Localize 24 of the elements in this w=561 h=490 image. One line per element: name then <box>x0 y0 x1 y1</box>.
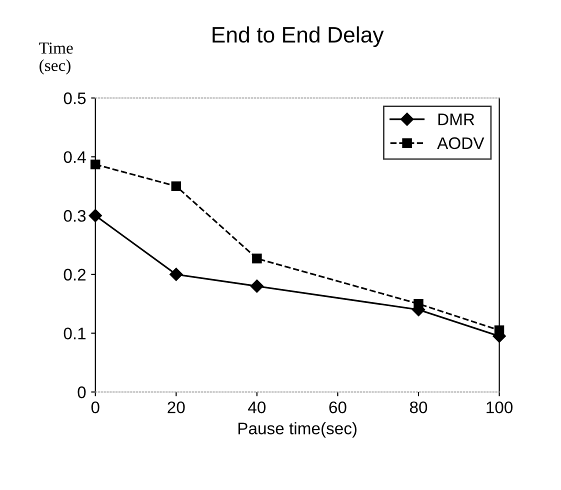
y-tick-label: 0.5 <box>64 92 86 104</box>
x-tick-label: 40 <box>248 401 266 414</box>
x-tick-label: 80 <box>410 401 428 414</box>
legend-label: DMR <box>438 114 474 126</box>
point <box>170 268 183 281</box>
y-tick-label: 0.1 <box>64 328 86 340</box>
point <box>250 280 264 293</box>
y-tick-label: 0.4 <box>64 151 86 164</box>
y-tick-label: 0.2 <box>64 268 86 281</box>
legend-label: AODV <box>437 137 484 150</box>
point <box>90 160 100 170</box>
y-tick-label: 0.3 <box>64 210 86 222</box>
x-tick-label: 20 <box>168 401 185 414</box>
x-tick-label: 100 <box>486 401 513 414</box>
y-tick-label: 0 <box>78 386 86 398</box>
x-tick-label: 0 <box>91 401 100 414</box>
point <box>252 254 262 264</box>
y-axis-title: Time (sec) <box>39 42 73 74</box>
point <box>88 209 102 222</box>
x-tick-label: 60 <box>329 401 346 414</box>
chart-title: End to End Delay <box>212 26 384 48</box>
point <box>414 298 424 309</box>
x-axis-title: Pause time(sec) <box>238 422 357 438</box>
point <box>171 181 182 192</box>
